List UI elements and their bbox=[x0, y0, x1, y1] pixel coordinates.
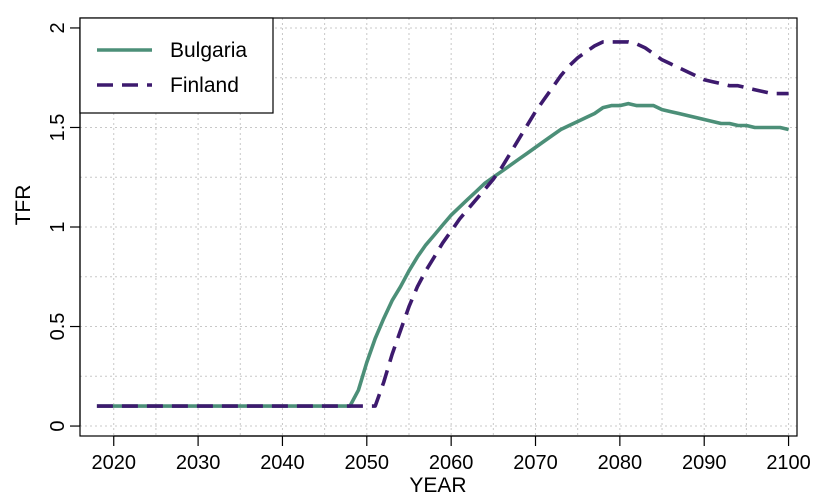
legend: Bulgaria Finland bbox=[79, 17, 274, 114]
x-tick-label: 2050 bbox=[345, 452, 390, 474]
legend-box bbox=[79, 17, 274, 114]
y-tick-label: 1.5 bbox=[47, 114, 69, 142]
x-tick-label: 2080 bbox=[598, 452, 643, 474]
series-lines bbox=[96, 40, 790, 408]
x-axis: 2020 2030 2040 2050 2060 2070 2080 2090 2100 bbox=[91, 435, 811, 474]
y-tick-label: 0 bbox=[47, 420, 69, 431]
y-tick-label: 2 bbox=[47, 22, 69, 33]
x-axis-title: YEAR bbox=[409, 474, 466, 497]
series-line-bulgaria bbox=[96, 101, 790, 408]
y-axis: 0 0.5 1 1.5 2 bbox=[47, 22, 81, 432]
series-line-finland bbox=[96, 40, 789, 408]
x-tick-label: 2030 bbox=[176, 452, 221, 474]
y-tick-label: 0.5 bbox=[47, 313, 69, 341]
legend-label-finland: Finland bbox=[170, 74, 239, 97]
x-tick-label: 2090 bbox=[682, 452, 727, 474]
legend-label-bulgaria: Bulgaria bbox=[170, 39, 247, 62]
y-tick-label: 1 bbox=[47, 221, 69, 232]
x-tick-label: 2020 bbox=[91, 452, 136, 474]
x-tick-label: 2040 bbox=[260, 452, 305, 474]
y-axis-title: TFR bbox=[12, 185, 35, 226]
x-tick-label: 2070 bbox=[513, 452, 558, 474]
x-tick-label: 2060 bbox=[429, 452, 474, 474]
x-tick-label: 2100 bbox=[766, 452, 811, 474]
